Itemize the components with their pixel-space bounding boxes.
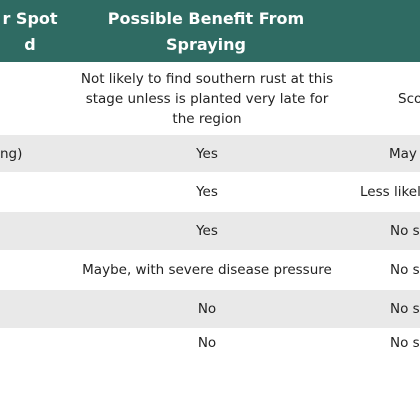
table-cell: No s [390, 223, 420, 239]
table-cell: Maybe, with severe disease pressure [82, 262, 332, 278]
header-cell: r Spot [2, 9, 58, 28]
row-shade [0, 290, 420, 328]
table-cell: No [197, 335, 217, 351]
table-cell: No s [390, 262, 420, 278]
table-cell: Yes [196, 223, 218, 239]
table-cell: No s [390, 335, 420, 351]
table-cell: Not likely to find southern rust at this… [80, 70, 334, 127]
row-shade [0, 135, 420, 172]
row-shade [0, 212, 420, 250]
table-cell: May [389, 145, 417, 162]
header-cell: Spraying [166, 35, 246, 54]
table-cell: No [197, 301, 217, 317]
table-cell: Yes [196, 184, 218, 200]
table-cell: Yes [196, 145, 218, 162]
table-cell: No s [390, 301, 420, 317]
header-cell: d [24, 35, 36, 54]
table-cell: Less likel [360, 184, 420, 200]
table-cell: ng) [0, 145, 23, 162]
header-cell: Possible Benefit From [107, 9, 305, 28]
table-cell: Sco [398, 90, 420, 107]
header-band [0, 0, 420, 62]
